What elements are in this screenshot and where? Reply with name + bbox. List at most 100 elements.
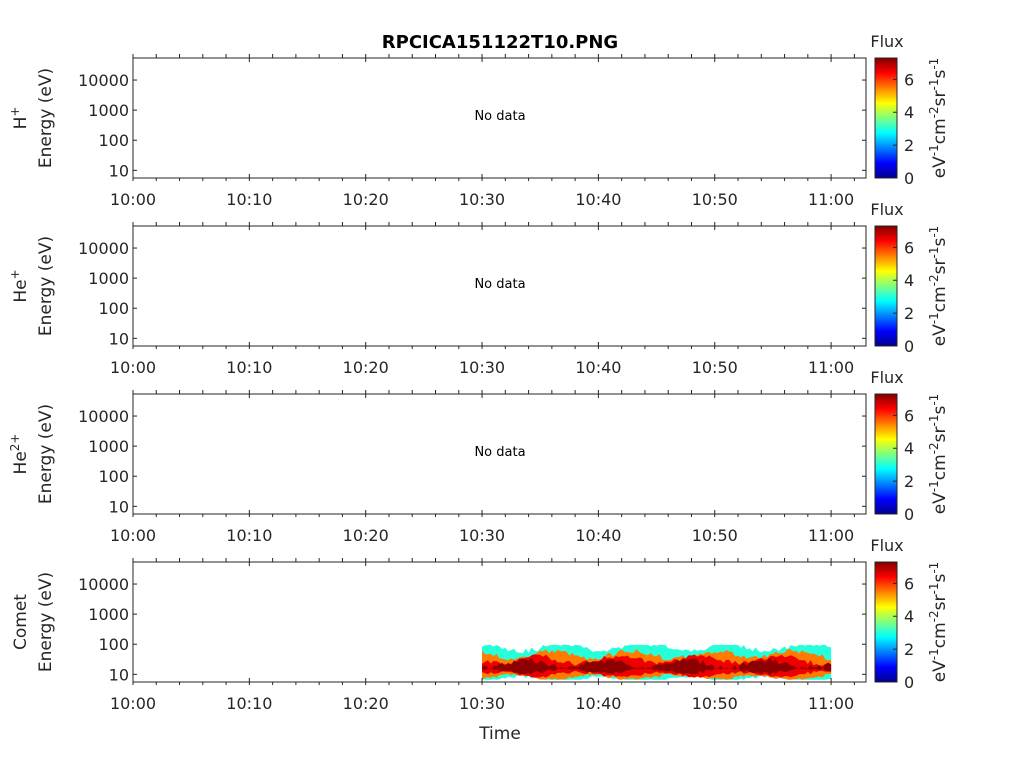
y-tick-label: 100 — [98, 299, 129, 318]
y-tick-label: 10 — [109, 497, 129, 516]
x-tick-label: 10:50 — [692, 190, 738, 209]
colorbar-tick-label: 4 — [904, 607, 914, 626]
colorbar-unit-label: eV-1cm-2sr-1s-1 — [927, 226, 950, 347]
colorbar-tick-label: 0 — [904, 505, 914, 524]
x-tick-label: 10:40 — [575, 694, 621, 713]
colorbar: Flux 0 2 4 6 eV-1cm-2sr-1s-1 — [870, 200, 950, 356]
x-tick-label: 10:30 — [459, 358, 505, 377]
x-tick-label: 10:10 — [226, 526, 272, 545]
x-tick-label: 10:40 — [575, 190, 621, 209]
y-tick-label: 100 — [98, 131, 129, 150]
colorbar-tick-label: 6 — [904, 406, 914, 425]
y-axis-label: Energy (eV) — [36, 68, 56, 168]
colorbar-unit-label: eV-1cm-2sr-1s-1 — [927, 562, 950, 683]
y-axis-species-label: H+ — [8, 107, 31, 130]
x-tick-label: 10:10 — [226, 358, 272, 377]
flux-band-level-7.2 — [482, 657, 832, 675]
y-tick-label: 10000 — [78, 407, 129, 426]
colorbar-tick-label: 4 — [904, 103, 914, 122]
x-tick-label: 10:00 — [110, 358, 156, 377]
y-tick-label: 10 — [109, 665, 129, 684]
figure-title: RPCICA151122T10.PNG — [382, 32, 618, 53]
plot-area — [132, 393, 867, 515]
y-axis-label: Energy (eV) — [36, 404, 56, 504]
y-axis-ticks: 10 100 1000 10000 — [78, 239, 866, 348]
y-axis-label: Energy (eV) — [36, 236, 56, 336]
x-tick-label: 11:00 — [808, 526, 854, 545]
x-tick-label: 10:50 — [692, 694, 738, 713]
x-axis-ticks: 10:00 10:10 10:20 10:30 10:40 10:50 11:00 — [110, 558, 855, 713]
x-tick-label: 10:20 — [343, 694, 389, 713]
colorbar-unit-label: eV-1cm-2sr-1s-1 — [927, 58, 950, 179]
x-axis-ticks: 10:00 10:10 10:20 10:30 10:40 10:50 11:00 — [110, 54, 855, 209]
colorbar-title: Flux — [870, 32, 903, 51]
x-tick-label: 10:40 — [575, 358, 621, 377]
x-tick-label: 10:20 — [343, 526, 389, 545]
colorbar-tick-label: 0 — [904, 673, 914, 692]
colorbar-tick-label: 6 — [904, 238, 914, 257]
x-tick-label: 10:40 — [575, 526, 621, 545]
no-data-label: No data — [474, 277, 525, 292]
y-axis-ticks: 10 100 1000 10000 — [78, 407, 866, 516]
colorbar-tick-label: 0 — [904, 169, 914, 188]
colorbar-tick-label: 6 — [904, 574, 914, 593]
colorbar-title: Flux — [870, 200, 903, 219]
y-axis-ticks: 10 100 1000 10000 — [78, 575, 866, 684]
y-axis-species-label: Comet — [11, 594, 31, 650]
colorbar-unit-label: eV-1cm-2sr-1s-1 — [927, 394, 950, 515]
x-tick-label: 10:30 — [459, 190, 505, 209]
plot-area — [132, 225, 867, 347]
colorbar: Flux 0 2 4 6 eV-1cm-2sr-1s-1 — [870, 32, 950, 188]
colorbar-title: Flux — [870, 368, 903, 387]
x-tick-label: 10:00 — [110, 526, 156, 545]
colorbar-tick-label: 0 — [904, 337, 914, 356]
panel-heplus: 10 100 1000 10000 10:00 10:10 10:20 10:30 10:40 1… — [8, 200, 950, 377]
x-tick-label: 10:00 — [110, 190, 156, 209]
y-axis-label: Energy (eV) — [36, 572, 56, 672]
x-tick-label: 10:30 — [459, 694, 505, 713]
x-tick-label: 11:00 — [808, 694, 854, 713]
y-tick-label: 10000 — [78, 239, 129, 258]
x-axis-ticks: 10:00 10:10 10:20 10:30 10:40 10:50 11:00 — [110, 390, 855, 545]
colorbar-tick-label: 2 — [904, 640, 914, 659]
y-tick-label: 100 — [98, 467, 129, 486]
comet-flux-data — [482, 644, 832, 680]
y-axis-ticks: 10 100 1000 10000 — [78, 71, 866, 180]
y-tick-label: 1000 — [88, 605, 129, 624]
y-axis-species-label: He2+ — [8, 434, 31, 475]
colorbar-tick-label: 6 — [904, 70, 914, 89]
y-tick-label: 10 — [109, 329, 129, 348]
no-data-label: No data — [474, 445, 525, 460]
plot-area — [132, 561, 867, 683]
x-axis-label: Time — [478, 724, 521, 744]
y-tick-label: 10000 — [78, 575, 129, 594]
y-tick-label: 1000 — [88, 269, 129, 288]
x-axis-ticks: 10:00 10:10 10:20 10:30 10:40 10:50 11:00 — [110, 222, 855, 377]
y-tick-label: 1000 — [88, 101, 129, 120]
x-tick-label: 10:10 — [226, 694, 272, 713]
colorbar-tick-label: 2 — [904, 136, 914, 155]
colorbar-tick-label: 4 — [904, 439, 914, 458]
x-tick-label: 10:30 — [459, 526, 505, 545]
colorbar-tick-label: 4 — [904, 271, 914, 290]
x-tick-label: 10:50 — [692, 358, 738, 377]
colorbar-tick-label: 2 — [904, 304, 914, 323]
x-tick-label: 10:20 — [343, 358, 389, 377]
x-tick-label: 10:50 — [692, 526, 738, 545]
no-data-label: No data — [474, 109, 525, 124]
x-tick-label: 10:00 — [110, 694, 156, 713]
y-tick-label: 1000 — [88, 437, 129, 456]
y-tick-label: 10000 — [78, 71, 129, 90]
colorbar: Flux 0 2 4 6 eV-1cm-2sr-1s-1 — [870, 368, 950, 524]
x-tick-label: 10:10 — [226, 190, 272, 209]
y-tick-label: 10 — [109, 161, 129, 180]
colorbar-title: Flux — [870, 536, 903, 555]
y-axis-species-label: He+ — [8, 269, 31, 302]
y-tick-label: 100 — [98, 635, 129, 654]
colorbar-tick-label: 2 — [904, 472, 914, 491]
plot-area — [132, 57, 867, 179]
